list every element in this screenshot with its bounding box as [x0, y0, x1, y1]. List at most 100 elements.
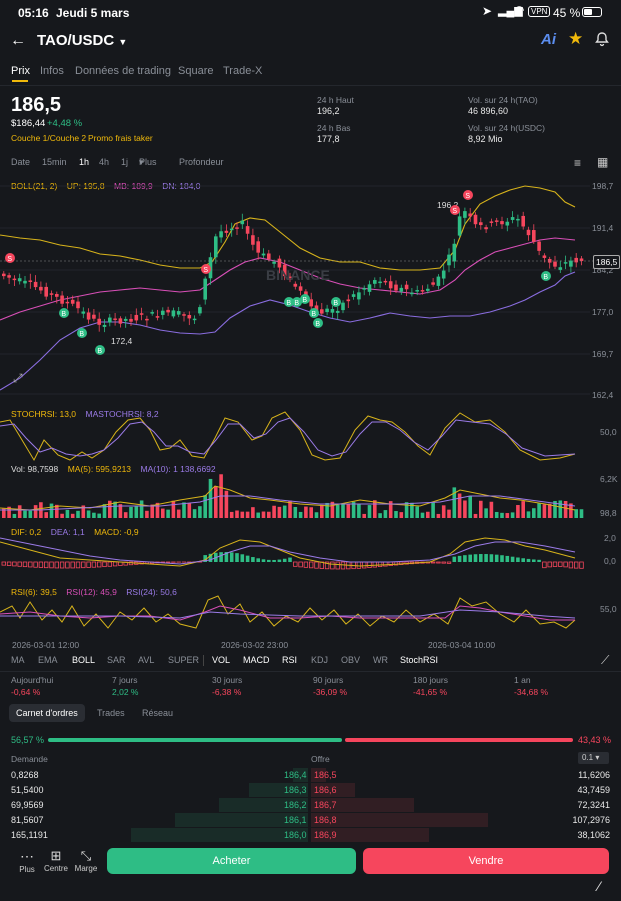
tab-prix[interactable]: Prix [11, 65, 30, 77]
ind-stochrsi[interactable]: StochRSI [400, 655, 439, 665]
macd-bar [282, 558, 287, 562]
star-icon[interactable]: ★ [568, 29, 584, 48]
ask-price: 186,6 [314, 785, 337, 795]
candle [563, 262, 568, 264]
buy-button[interactable]: Acheter [107, 848, 356, 874]
candle [240, 220, 245, 225]
more-button[interactable]: ⋯ Plus [16, 848, 38, 874]
ind-boll[interactable]: BOLL [72, 655, 96, 665]
volume-bar [203, 495, 207, 518]
order-book-row[interactable]: 51,5400 186,3 186,6 43,7459 [0, 783, 621, 797]
tab-trade-x[interactable]: Trade-X [223, 65, 263, 77]
tf-more[interactable]: Plus ▾ [139, 157, 157, 167]
macd-bar [526, 558, 531, 562]
candle [7, 275, 11, 278]
candle [314, 305, 319, 311]
tag-promo[interactable]: Promo frais taker [88, 133, 153, 143]
macd-bar [208, 553, 213, 562]
pair-title[interactable]: TAO/USDC ▼ [37, 32, 127, 49]
tab-order-book[interactable]: Carnet d'ordres [9, 704, 85, 722]
ind-super[interactable]: SUPER [168, 655, 200, 665]
volume-bar [457, 493, 462, 518]
volume-bar [235, 510, 239, 518]
chart-line-icon[interactable]: ⟋ [601, 653, 610, 667]
volume-bar [81, 505, 86, 518]
rsi-legend: RSI(6): 39,5 RSI(12): 45,9 RSI(24): 50,6 [11, 582, 182, 600]
candle [537, 241, 541, 251]
ind-ema[interactable]: EMA [38, 655, 58, 665]
volume-bar [341, 503, 345, 518]
volume-bar [532, 508, 536, 518]
tf-1h[interactable]: 1h [79, 157, 90, 167]
chart-settings-icon[interactable]: ≡ [574, 156, 582, 170]
volume-bar [155, 502, 160, 518]
last-price: 186,5 [11, 94, 62, 116]
tab-square[interactable]: Square [178, 65, 214, 77]
perf-label: 7 jours [112, 675, 138, 685]
ind-sar[interactable]: SAR [107, 655, 126, 665]
low-label: 24 h Bas [317, 123, 351, 133]
center-button[interactable]: ⊞ Centre [43, 848, 69, 873]
order-book-row[interactable]: 0,8268 186,4 186,5 11,6206 [0, 768, 621, 782]
sell-ratio-bar [345, 738, 573, 742]
macd-hist: MACD: -0,9 [94, 527, 139, 537]
tf-depth[interactable]: Profondeur [179, 157, 224, 167]
candle [304, 291, 308, 296]
ind-obv[interactable]: OBV [341, 655, 361, 665]
order-book-row[interactable]: 69,9569 186,2 186,7 72,3241 [0, 798, 621, 812]
sell-button[interactable]: Vendre [363, 848, 609, 874]
bid-header: Demande [11, 754, 48, 764]
svg-text:B: B [97, 348, 102, 355]
macd-bar [361, 561, 367, 569]
order-book-row[interactable]: 81,5607 186,1 186,8 107,2976 [0, 813, 621, 827]
precision-select[interactable]: 0.1 ▾ [578, 752, 609, 764]
volume-bar [441, 505, 446, 518]
ind-rsi[interactable]: RSI [282, 655, 298, 665]
ind-vol[interactable]: VOL [212, 655, 231, 665]
tf-4h[interactable]: 4h [99, 157, 110, 167]
candle [267, 253, 271, 260]
vpn-badge: VPN [528, 6, 551, 17]
layout-grid-icon[interactable]: ▦ [597, 155, 609, 169]
margin-button[interactable]: ⤡ Marge [73, 848, 99, 873]
ind-ma[interactable]: MA [11, 655, 25, 665]
tf-15min[interactable]: 15min [42, 157, 67, 167]
back-arrow-icon[interactable]: ← [10, 32, 26, 49]
candle [373, 280, 377, 284]
sell-signal-icon: S [463, 190, 473, 200]
bell-icon[interactable] [594, 31, 610, 52]
vol-usdc-value: 8,92 Mio [468, 134, 503, 144]
ind-kdj[interactable]: KDJ [311, 655, 329, 665]
tf-date[interactable]: Date [11, 157, 31, 167]
volume-bar [357, 504, 361, 518]
volume-bar [404, 502, 409, 518]
volume-bar [304, 506, 308, 518]
volume-bar [139, 500, 144, 518]
battery-percent: 45 % [553, 6, 581, 20]
ind-macd[interactable]: MACD [243, 655, 270, 665]
candle [479, 222, 483, 226]
tf-1j[interactable]: 1j [121, 157, 129, 167]
volume-bar [330, 501, 335, 518]
ind-avl[interactable]: AVL [138, 655, 155, 665]
candle [192, 318, 197, 321]
expand-icon[interactable]: ⤢ [13, 371, 23, 385]
tab-network[interactable]: Réseau [142, 708, 174, 718]
candle [293, 283, 298, 287]
volume-bar [516, 505, 520, 518]
ind-wr[interactable]: WR [373, 655, 388, 665]
boll-upper-line [0, 185, 576, 271]
tab-infos[interactable]: Infos [40, 65, 64, 77]
time-tick: 2026-03-04 10:00 [428, 640, 496, 650]
price-tick: 184,2 [592, 265, 614, 275]
candle [81, 311, 86, 314]
ai-icon[interactable]: Ai [541, 31, 556, 48]
tab-donnees[interactable]: Données de trading [75, 65, 172, 77]
tag-layer[interactable]: Couche 1/Couche 2 [11, 133, 87, 143]
macd-bar [542, 561, 547, 569]
tab-trades[interactable]: Trades [97, 708, 125, 718]
volume-bar [12, 513, 17, 518]
perf-label: 180 jours [413, 675, 448, 685]
order-book-row[interactable]: 165,1191 186,0 186,9 38,1062 [0, 828, 621, 842]
